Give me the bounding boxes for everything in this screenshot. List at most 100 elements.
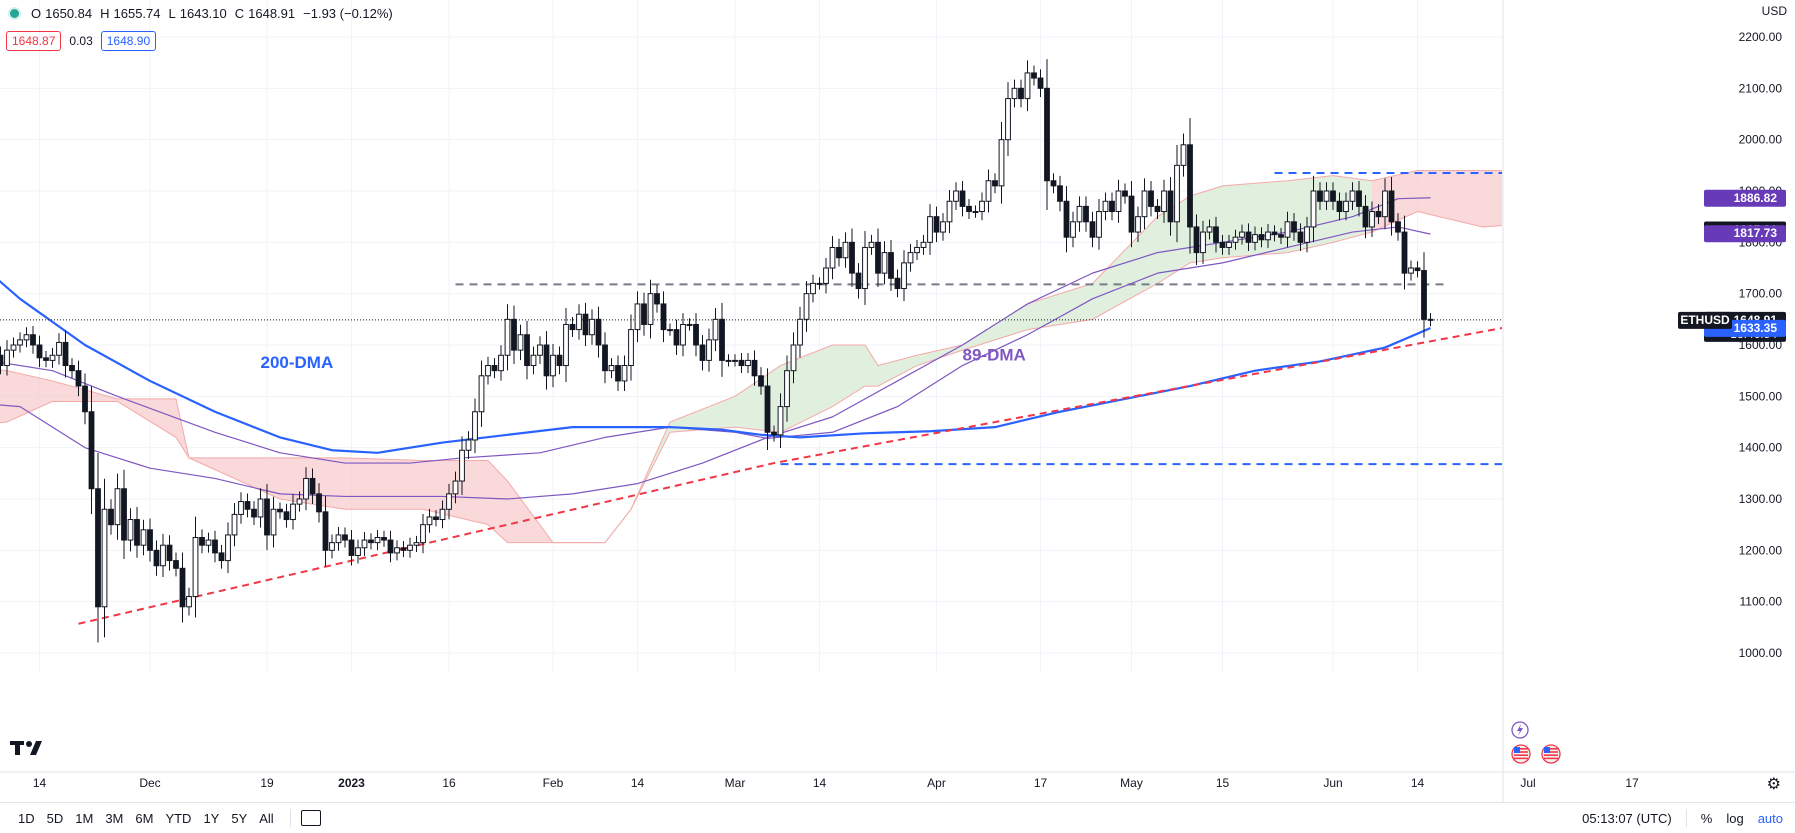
candle[interactable] (420, 514, 426, 554)
candle[interactable] (849, 228, 855, 287)
candle[interactable] (1044, 59, 1050, 210)
candle[interactable] (17, 332, 23, 353)
candle[interactable] (10, 337, 17, 358)
candle[interactable] (1193, 214, 1200, 266)
candle[interactable] (1219, 234, 1226, 255)
buy-button[interactable]: 1648.90 (100, 31, 157, 51)
candle[interactable] (296, 491, 303, 512)
candle[interactable] (361, 531, 368, 556)
candle[interactable] (543, 331, 550, 390)
candle[interactable] (706, 328, 712, 372)
candle[interactable] (797, 306, 803, 358)
candle[interactable] (907, 243, 914, 272)
timeframe-1y[interactable]: 1Y (203, 810, 220, 826)
price-chart[interactable]: 200-DMA 89-DMA 1000.00 1100.00 1200.00 1300.0… (0, 0, 1795, 802)
candle[interactable] (556, 346, 563, 375)
plot-area[interactable]: 200-DMA 89-DMA (0, 0, 1658, 672)
candle[interactable] (95, 453, 101, 643)
candle[interactable] (199, 529, 205, 554)
candle[interactable] (1180, 133, 1187, 177)
candle[interactable] (1154, 198, 1161, 219)
candle[interactable] (511, 305, 517, 364)
candle[interactable] (0, 346, 4, 375)
candle[interactable] (998, 121, 1005, 204)
candle[interactable] (647, 279, 654, 339)
candle[interactable] (725, 354, 732, 367)
candle[interactable] (1382, 178, 1388, 230)
candle[interactable] (1128, 180, 1135, 248)
candle[interactable] (745, 352, 751, 373)
candle[interactable] (595, 306, 602, 358)
candle[interactable] (972, 205, 979, 218)
candle[interactable] (355, 539, 361, 564)
symbol-tag[interactable]: ETHUSD (1678, 311, 1732, 329)
candle[interactable] (114, 473, 121, 540)
candle[interactable] (777, 393, 784, 449)
candle[interactable] (953, 182, 959, 210)
candle[interactable] (147, 518, 153, 562)
candle[interactable] (985, 169, 992, 213)
timeframe-1m[interactable]: 1M (75, 810, 94, 826)
clock[interactable]: 05:13:07 (UTC) (1582, 810, 1672, 826)
candle[interactable] (1024, 60, 1031, 112)
candle[interactable] (485, 356, 491, 385)
candle[interactable] (459, 436, 465, 495)
candle[interactable] (719, 302, 725, 377)
candle[interactable] (335, 526, 342, 551)
candle[interactable] (1161, 179, 1167, 223)
candle[interactable] (1291, 213, 1297, 241)
candle[interactable] (790, 332, 797, 384)
candle[interactable] (69, 358, 75, 379)
candle[interactable] (1141, 178, 1148, 230)
candle[interactable] (829, 236, 836, 280)
candle[interactable] (374, 530, 381, 551)
candle[interactable] (1057, 175, 1063, 212)
candle[interactable] (1427, 313, 1434, 327)
timeframe-1d[interactable]: 1D (18, 810, 35, 826)
candle[interactable] (1356, 180, 1362, 217)
candle[interactable] (1395, 213, 1401, 241)
candle[interactable] (712, 308, 719, 352)
candle[interactable] (1258, 227, 1265, 248)
candle[interactable] (140, 519, 147, 556)
candle[interactable] (283, 503, 290, 528)
candle[interactable] (303, 467, 309, 511)
candle[interactable] (316, 483, 322, 523)
candle[interactable] (1310, 175, 1317, 243)
candle[interactable] (1369, 201, 1375, 237)
candle[interactable] (329, 534, 335, 559)
candle[interactable] (966, 198, 972, 219)
candle[interactable] (1330, 182, 1336, 210)
candle[interactable] (933, 206, 940, 243)
candle[interactable] (608, 358, 615, 379)
percent-toggle[interactable]: % (1700, 810, 1713, 826)
candle[interactable] (1297, 223, 1304, 252)
candle[interactable] (680, 313, 686, 357)
candle[interactable] (1343, 192, 1349, 221)
candle[interactable] (160, 533, 166, 578)
candle[interactable] (1200, 220, 1206, 264)
tradingview-logo-icon[interactable] (10, 738, 52, 761)
candle[interactable] (82, 373, 88, 425)
candle[interactable] (537, 336, 543, 364)
candle[interactable] (1031, 65, 1037, 86)
candle[interactable] (1414, 261, 1421, 278)
candle[interactable] (166, 535, 173, 571)
candle[interactable] (400, 540, 407, 558)
candle[interactable] (264, 483, 270, 551)
candle[interactable] (465, 431, 472, 459)
candle[interactable] (134, 506, 140, 558)
calendar-range-icon[interactable] (300, 810, 321, 826)
candle[interactable] (1408, 260, 1414, 281)
candle[interactable] (251, 501, 257, 526)
candle[interactable] (36, 335, 43, 368)
candle[interactable] (1388, 177, 1395, 236)
candle[interactable] (30, 326, 36, 354)
candle[interactable] (1278, 227, 1284, 245)
candle[interactable] (771, 425, 777, 442)
candle[interactable] (1239, 224, 1245, 245)
candle[interactable] (290, 494, 296, 530)
candle[interactable] (1284, 211, 1291, 248)
candle[interactable] (1005, 82, 1011, 157)
candle[interactable] (634, 291, 641, 343)
